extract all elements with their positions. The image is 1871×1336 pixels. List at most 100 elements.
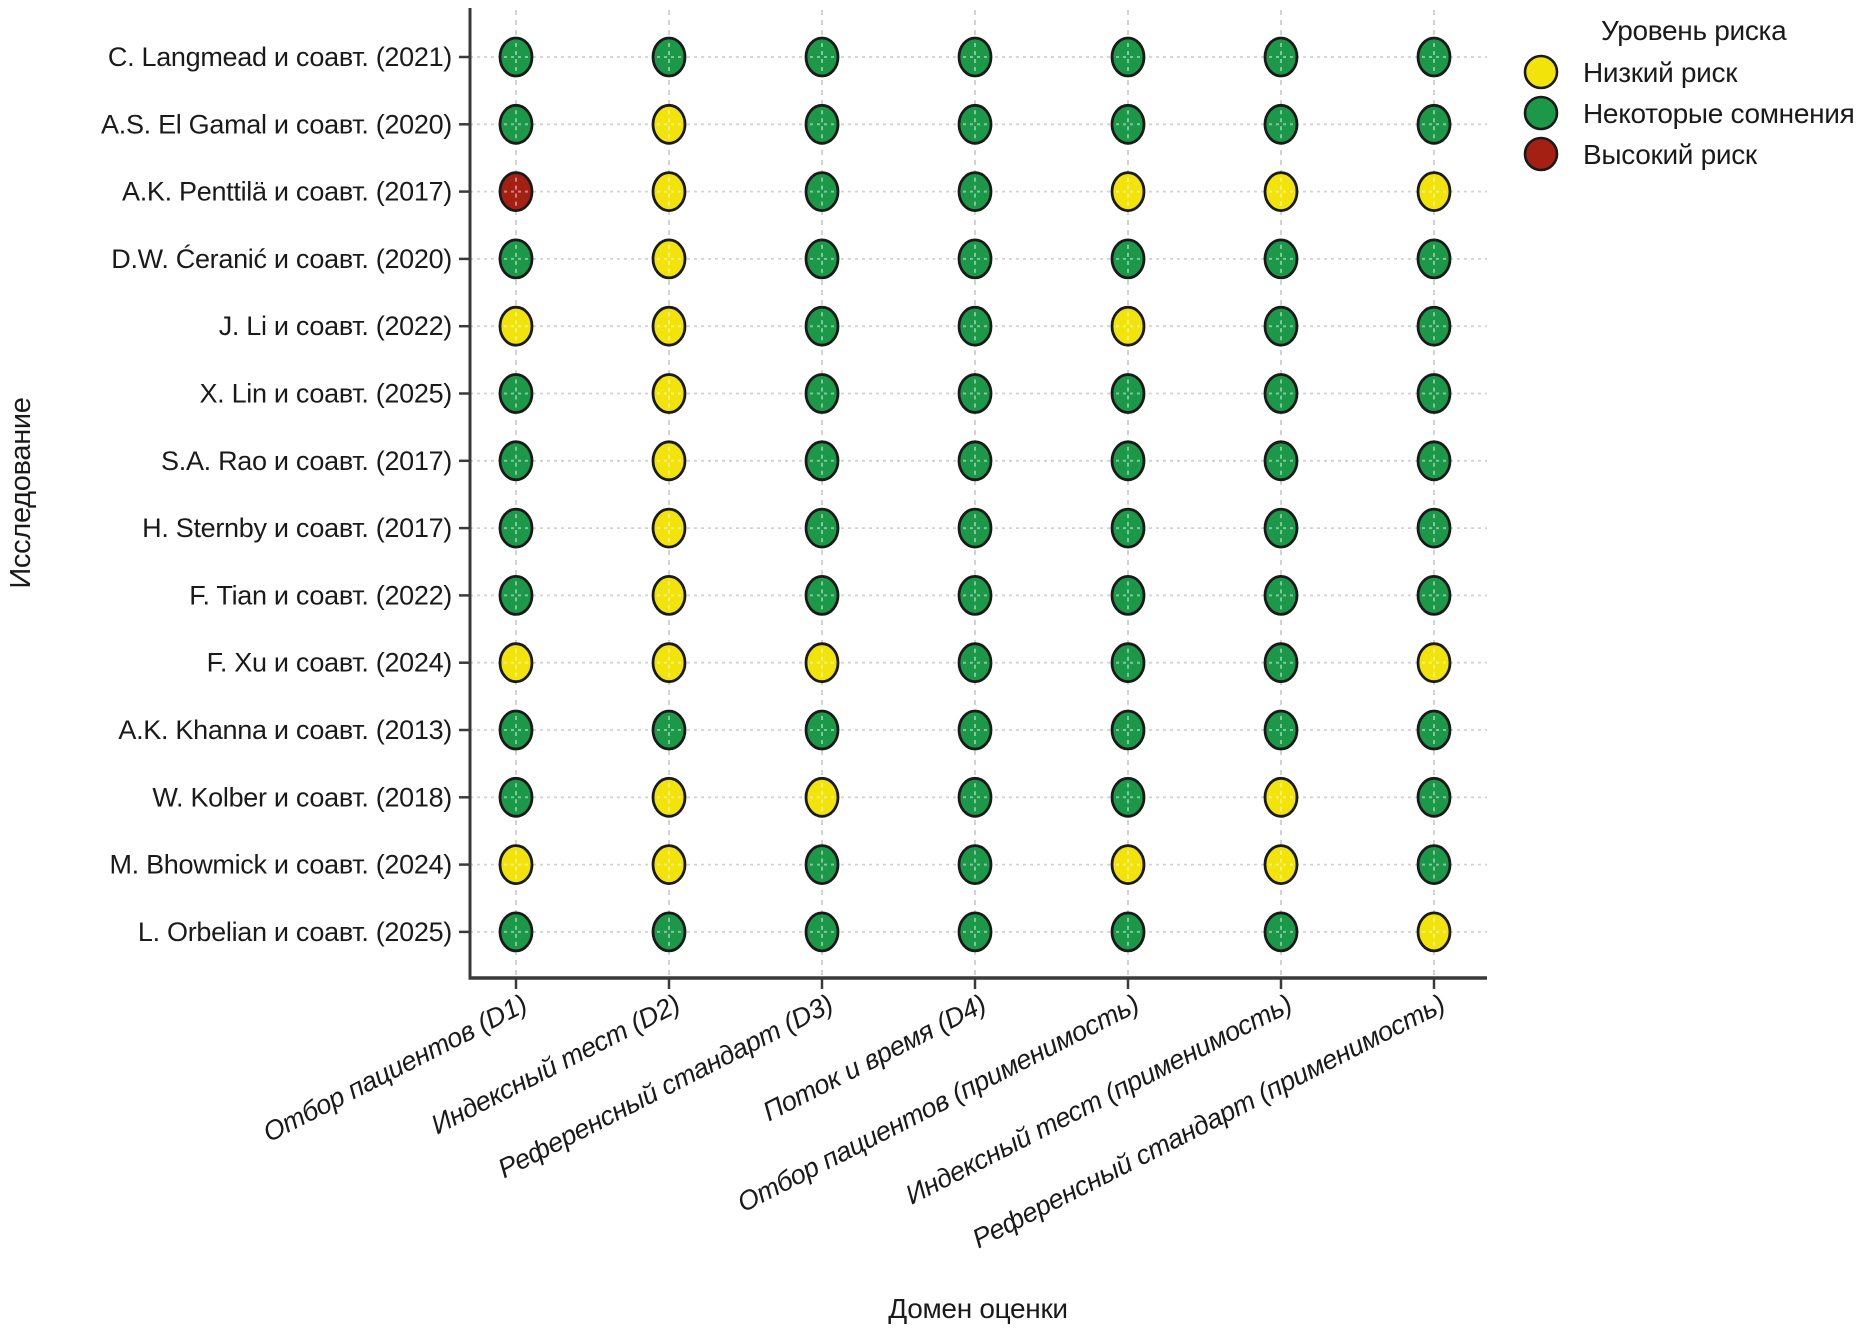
risk-dot-circle	[957, 36, 993, 78]
risk-dot-low	[1263, 776, 1299, 818]
risk-dot-circle	[651, 507, 687, 549]
risk-dot-some	[957, 776, 993, 818]
x-tick-label: Индексный тест (D2)	[426, 989, 684, 1140]
risk-dot-circle	[1416, 440, 1452, 482]
risk-dot-circle	[498, 305, 534, 347]
risk-dot-low	[651, 171, 687, 213]
risk-dot-circle	[1263, 844, 1299, 885]
risk-dot-circle	[1416, 911, 1452, 953]
risk-dot-circle	[804, 373, 840, 414]
risk-dot-circle	[1263, 103, 1299, 145]
risk-dot-some	[498, 911, 534, 953]
risk-dot-some	[1110, 575, 1146, 616]
risk-dot-some	[1416, 440, 1452, 482]
risk-dot-circle	[1110, 373, 1146, 414]
risk-dot-circle	[804, 171, 840, 213]
risk-dot-some	[1263, 440, 1299, 482]
risk-dot-some	[1263, 642, 1299, 684]
risk-dot-some	[1110, 373, 1146, 414]
y-axis-title: Исследование	[5, 397, 37, 588]
risk-dot-circle	[957, 373, 993, 414]
risk-dot-some	[1263, 373, 1299, 414]
y-tick-label: F. Xu и соавт. (2024)	[207, 648, 452, 678]
risk-dot-some	[1416, 238, 1452, 280]
risk-dot-circle	[651, 36, 687, 78]
risk-dot-circle	[1110, 844, 1146, 885]
risk-dot-some	[498, 103, 534, 145]
risk-dot-some	[1263, 507, 1299, 549]
risk-dot-some	[804, 238, 840, 280]
risk-dot-low	[651, 103, 687, 145]
risk-dot-circle	[804, 103, 840, 145]
risk-dot-circle	[651, 642, 687, 684]
risk-dot-circle	[957, 642, 993, 684]
risk-dot-some	[804, 373, 840, 414]
risk-dot-circle	[1110, 575, 1146, 616]
risk-dot-some	[1416, 844, 1452, 885]
risk-dot-some	[804, 36, 840, 78]
risk-dot-circle	[957, 103, 993, 145]
legend: Уровень риска Низкий риск Некоторые сомнен…	[1523, 15, 1855, 172]
risk-dot-circle	[804, 440, 840, 482]
risk-dot-some	[804, 911, 840, 953]
risk-dot-circle	[1416, 507, 1452, 549]
risk-dot-some	[1110, 103, 1146, 145]
risk-dots	[498, 36, 1452, 953]
risk-dot-low	[651, 238, 687, 280]
y-tick-label: C. Langmead и соавт. (2021)	[108, 42, 452, 72]
risk-dot-some	[804, 305, 840, 347]
risk-dot-some	[651, 911, 687, 953]
y-tick-label: W. Kolber и соавт. (2018)	[152, 782, 452, 812]
legend-label-low: Низкий риск	[1583, 57, 1738, 88]
risk-dot-circle	[651, 844, 687, 885]
grid	[470, 10, 1487, 978]
risk-dot-some	[498, 36, 534, 78]
risk-dot-some	[1110, 776, 1146, 818]
risk-dot-some	[804, 440, 840, 482]
risk-dot-some	[957, 709, 993, 751]
risk-dot-circle	[651, 305, 687, 347]
risk-dot-some	[957, 103, 993, 145]
risk-dot-circle	[804, 507, 840, 549]
risk-dot-circle	[1263, 507, 1299, 549]
risk-dot-circle	[498, 507, 534, 549]
risk-dot-circle	[804, 575, 840, 616]
risk-dot-circle	[1110, 103, 1146, 145]
risk-dot-some	[1263, 36, 1299, 78]
risk-dot-circle	[498, 911, 534, 953]
risk-dot-some	[651, 709, 687, 751]
risk-dot-some	[1416, 305, 1452, 347]
risk-dot-circle	[651, 171, 687, 213]
y-tick-label: D.W. Ćeranić и соавт. (2020)	[111, 243, 452, 274]
risk-dot-circle	[1110, 440, 1146, 482]
risk-dot-circle	[1416, 171, 1452, 213]
risk-dot-low	[651, 844, 687, 885]
risk-dot-circle	[1110, 171, 1146, 213]
risk-dot-circle	[1416, 238, 1452, 280]
risk-dot-circle	[804, 709, 840, 751]
risk-dot-some	[1263, 911, 1299, 953]
y-tick-label: X. Lin и соавт. (2025)	[199, 379, 452, 409]
risk-dot-low	[651, 305, 687, 347]
risk-dot-some	[957, 507, 993, 549]
risk-dot-circle	[498, 171, 534, 213]
risk-dot-low	[1263, 844, 1299, 885]
x-tick-label: Отбор пациентов (D1)	[258, 989, 532, 1148]
risk-dot-circle	[1416, 305, 1452, 347]
risk-dot-low	[1416, 642, 1452, 684]
risk-dot-low	[651, 642, 687, 684]
y-tick-label: A.K. Khanna и соавт. (2013)	[118, 715, 452, 745]
risk-dot-some	[498, 507, 534, 549]
risk-dot-circle	[1263, 575, 1299, 616]
risk-dot-circle	[1110, 507, 1146, 549]
risk-dot-circle	[804, 776, 840, 818]
y-tick-label: M. Bhowmick и соавт. (2024)	[109, 850, 452, 880]
risk-dot-some	[498, 575, 534, 616]
risk-dot-some	[498, 709, 534, 751]
risk-dot-some	[804, 507, 840, 549]
risk-dot-circle	[651, 238, 687, 280]
y-tick-label: S.A. Rao и соавт. (2017)	[161, 446, 452, 476]
y-tick-label: J. Li и соавт. (2022)	[219, 311, 452, 341]
risk-dot-low	[1110, 305, 1146, 347]
